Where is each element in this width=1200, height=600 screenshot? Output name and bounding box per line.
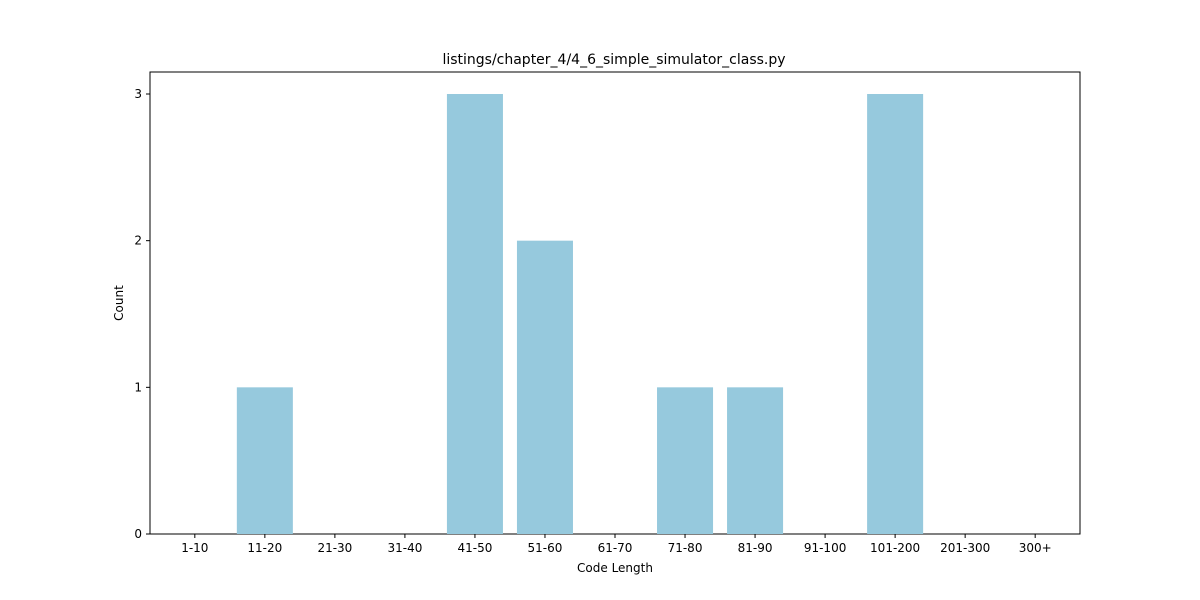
chart-title: listings/chapter_4/4_6_simple_simulator_… <box>442 52 785 68</box>
bars <box>236 94 924 534</box>
bar-41-50 <box>446 94 503 534</box>
x-tick-label: 31-40 <box>387 541 422 555</box>
x-tick-label: 1-10 <box>181 541 208 555</box>
x-tick-label: 11-20 <box>247 541 282 555</box>
x-tick-label: 101-200 <box>870 541 920 555</box>
bar-101-200 <box>867 94 924 534</box>
y-axis-label: Count <box>112 285 126 321</box>
x-tick-label: 21-30 <box>317 541 352 555</box>
y-tick-label: 2 <box>134 234 142 248</box>
y-tick-label: 1 <box>134 380 142 394</box>
bar-51-60 <box>516 240 573 534</box>
x-axis-ticks: 1-10 11-20 21-30 31-40 41-50 51-60 61-70 71-80 8… <box>181 534 1052 555</box>
y-tick-label: 0 <box>134 527 142 541</box>
x-tick-label: 300+ <box>1019 541 1052 555</box>
x-tick-label: 41-50 <box>458 541 493 555</box>
x-tick-label: 51-60 <box>528 541 563 555</box>
x-tick-label: 91-100 <box>804 541 847 555</box>
x-tick-label: 201-300 <box>940 541 990 555</box>
bar-11-20 <box>236 387 293 534</box>
y-tick-label: 3 <box>134 87 142 101</box>
x-tick-label: 61-70 <box>598 541 633 555</box>
x-axis-label: Code Length <box>577 561 653 575</box>
y-axis-ticks: 0 1 2 3 <box>134 87 150 541</box>
bar-71-80 <box>657 387 714 534</box>
x-tick-label: 71-80 <box>668 541 703 555</box>
x-tick-label: 81-90 <box>738 541 773 555</box>
plot-area <box>149 71 1081 535</box>
bar-81-90 <box>727 387 784 534</box>
